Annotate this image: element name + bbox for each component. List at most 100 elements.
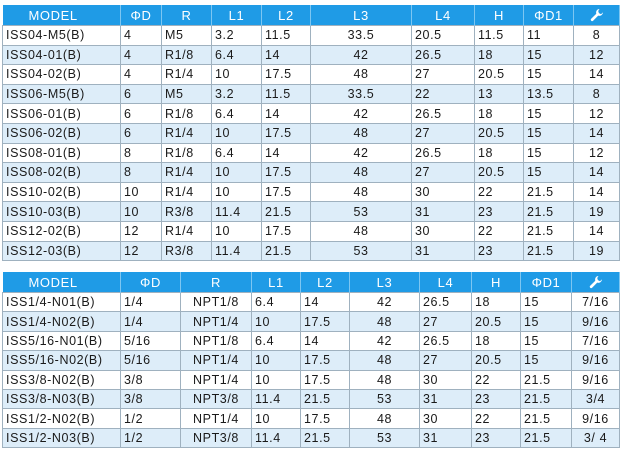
cell-h: 20.5 — [474, 162, 524, 183]
cell-l3: 53 — [349, 388, 420, 410]
cell-l2: 21.5 — [300, 388, 350, 410]
header-l4: L4 — [419, 272, 472, 293]
cell-wrench-size: 9/16 — [571, 350, 620, 371]
cell-model: ISS06-01(B) — [2, 103, 121, 124]
cell-h: 18 — [474, 44, 524, 66]
header-l2: L2 — [300, 272, 350, 293]
header-l1: L1 — [251, 272, 301, 293]
cell-wrench-size: 3/ 4 — [571, 427, 620, 449]
cell-l3: 33.5 — [310, 83, 412, 105]
cell-l2: 14 — [261, 44, 311, 66]
header-r: R — [161, 5, 212, 26]
table-row: ISS06-02(B) 6 R1/4 10 17.5 48 27 20.5 15 14 — [2, 122, 620, 144]
cell-l3: 53 — [310, 240, 412, 262]
cell-l1: 11.4 — [211, 201, 262, 222]
table-header-row: MODEL ΦD R L1 L2 L3 L4 H ΦD1 — [2, 272, 620, 293]
cell-wrench-size: 14 — [573, 162, 620, 183]
cell-r: NPT1/8 — [180, 291, 252, 313]
header-wrench — [571, 272, 620, 293]
cell-model: ISS1/4-N01(B) — [2, 291, 121, 313]
cell-l3: 48 — [349, 350, 420, 371]
cell-l2: 14 — [261, 103, 311, 124]
cell-h: 20.5 — [471, 311, 521, 332]
cell-l1: 11.4 — [211, 240, 262, 262]
cell-l2: 14 — [261, 142, 311, 164]
header-model: MODEL — [2, 5, 121, 26]
cell-l3: 48 — [349, 408, 420, 429]
cell-od1: 21.5 — [520, 427, 572, 449]
cell-l4: 30 — [419, 369, 472, 390]
cell-l4: 30 — [419, 408, 472, 429]
cell-l1: 11.4 — [251, 388, 301, 410]
cell-h: 23 — [471, 427, 521, 449]
cell-od: 3/8 — [120, 388, 181, 410]
cell-r: M5 — [161, 25, 212, 46]
cell-wrench-size: 7/16 — [571, 291, 620, 313]
cell-h: 23 — [471, 388, 521, 410]
cell-wrench-size: 9/16 — [571, 369, 620, 390]
cell-model: ISS5/16-N01(B) — [2, 330, 121, 352]
header-l4: L4 — [411, 5, 475, 26]
cell-wrench-size: 8 — [573, 83, 620, 105]
cell-od1: 11 — [523, 25, 574, 46]
cell-od: 6 — [120, 83, 162, 105]
cell-r: R1/8 — [161, 142, 212, 164]
table-row: ISS5/16-N01(B) 5/16 NPT1/8 6.4 14 42 26.5 18 15 7… — [2, 330, 620, 352]
table-row: ISS04-02(B) 4 R1/4 10 17.5 48 27 20.5 15 14 — [2, 64, 620, 85]
table-row: ISS08-01(B) 8 R1/8 6.4 14 42 26.5 18 15 12 — [2, 142, 620, 164]
cell-od1: 21.5 — [523, 240, 574, 262]
cell-l1: 10 — [211, 162, 262, 183]
table-row: ISS1/4-N01(B) 1/4 NPT1/8 6.4 14 42 26.5 18 15 7/1… — [2, 291, 620, 313]
table-row: ISS3/8-N03(B) 3/8 NPT3/8 11.4 21.5 53 31 23 21.5… — [2, 388, 620, 410]
header-l2: L2 — [261, 5, 311, 26]
wrench-icon — [590, 8, 604, 22]
cell-model: ISS04-02(B) — [2, 64, 121, 85]
cell-r: NPT3/8 — [180, 427, 252, 449]
cell-wrench-size: 12 — [573, 142, 620, 164]
cell-r: NPT1/4 — [180, 350, 252, 371]
cell-r: NPT1/4 — [180, 408, 252, 429]
table-row: ISS06-01(B) 6 R1/8 6.4 14 42 26.5 18 15 12 — [2, 103, 620, 124]
cell-l2: 11.5 — [261, 83, 311, 105]
cell-od: 6 — [120, 103, 162, 124]
cell-l2: 21.5 — [261, 240, 311, 262]
table-row: ISS10-02(B) 10 R1/4 10 17.5 48 30 22 21.5 14 — [2, 181, 620, 203]
cell-model: ISS08-02(B) — [2, 162, 121, 183]
cell-r: NPT1/8 — [180, 330, 252, 352]
cell-l1: 10 — [211, 64, 262, 85]
cell-l2: 21.5 — [261, 201, 311, 222]
cell-l3: 42 — [310, 142, 412, 164]
cell-l3: 42 — [310, 103, 412, 124]
cell-l2: 17.5 — [300, 311, 350, 332]
cell-od: 8 — [120, 162, 162, 183]
cell-od: 8 — [120, 142, 162, 164]
cell-l4: 27 — [419, 311, 472, 332]
header-h: H — [474, 5, 524, 26]
cell-model: ISS06-02(B) — [2, 122, 121, 144]
table-row: ISS1/4-N02(B) 1/4 NPT1/4 10 17.5 48 27 20.5 15 9/… — [2, 311, 620, 332]
cell-model: ISS5/16-N02(B) — [2, 350, 121, 371]
cell-l3: 48 — [310, 220, 412, 242]
cell-l2: 17.5 — [261, 181, 311, 203]
cell-l3: 33.5 — [310, 25, 412, 46]
cell-l4: 30 — [411, 220, 475, 242]
table-row: ISS04-01(B) 4 R1/8 6.4 14 42 26.5 18 15 12 — [2, 44, 620, 66]
cell-l2: 11.5 — [261, 25, 311, 46]
cell-l1: 6.4 — [251, 330, 301, 352]
cell-od1: 21.5 — [520, 369, 572, 390]
cell-l4: 22 — [411, 83, 475, 105]
cell-od: 6 — [120, 122, 162, 144]
cell-od1: 13.5 — [523, 83, 574, 105]
cell-h: 23 — [474, 240, 524, 262]
cell-wrench-size: 14 — [573, 181, 620, 203]
cell-model: ISS3/8-N02(B) — [2, 369, 121, 390]
cell-od1: 15 — [520, 311, 572, 332]
cell-h: 22 — [474, 181, 524, 203]
cell-h: 22 — [471, 369, 521, 390]
cell-l4: 26.5 — [419, 330, 472, 352]
header-l3: L3 — [310, 5, 412, 26]
cell-od1: 15 — [523, 142, 574, 164]
cell-r: M5 — [161, 83, 212, 105]
cell-h: 20.5 — [474, 64, 524, 85]
wrench-icon — [589, 275, 603, 289]
